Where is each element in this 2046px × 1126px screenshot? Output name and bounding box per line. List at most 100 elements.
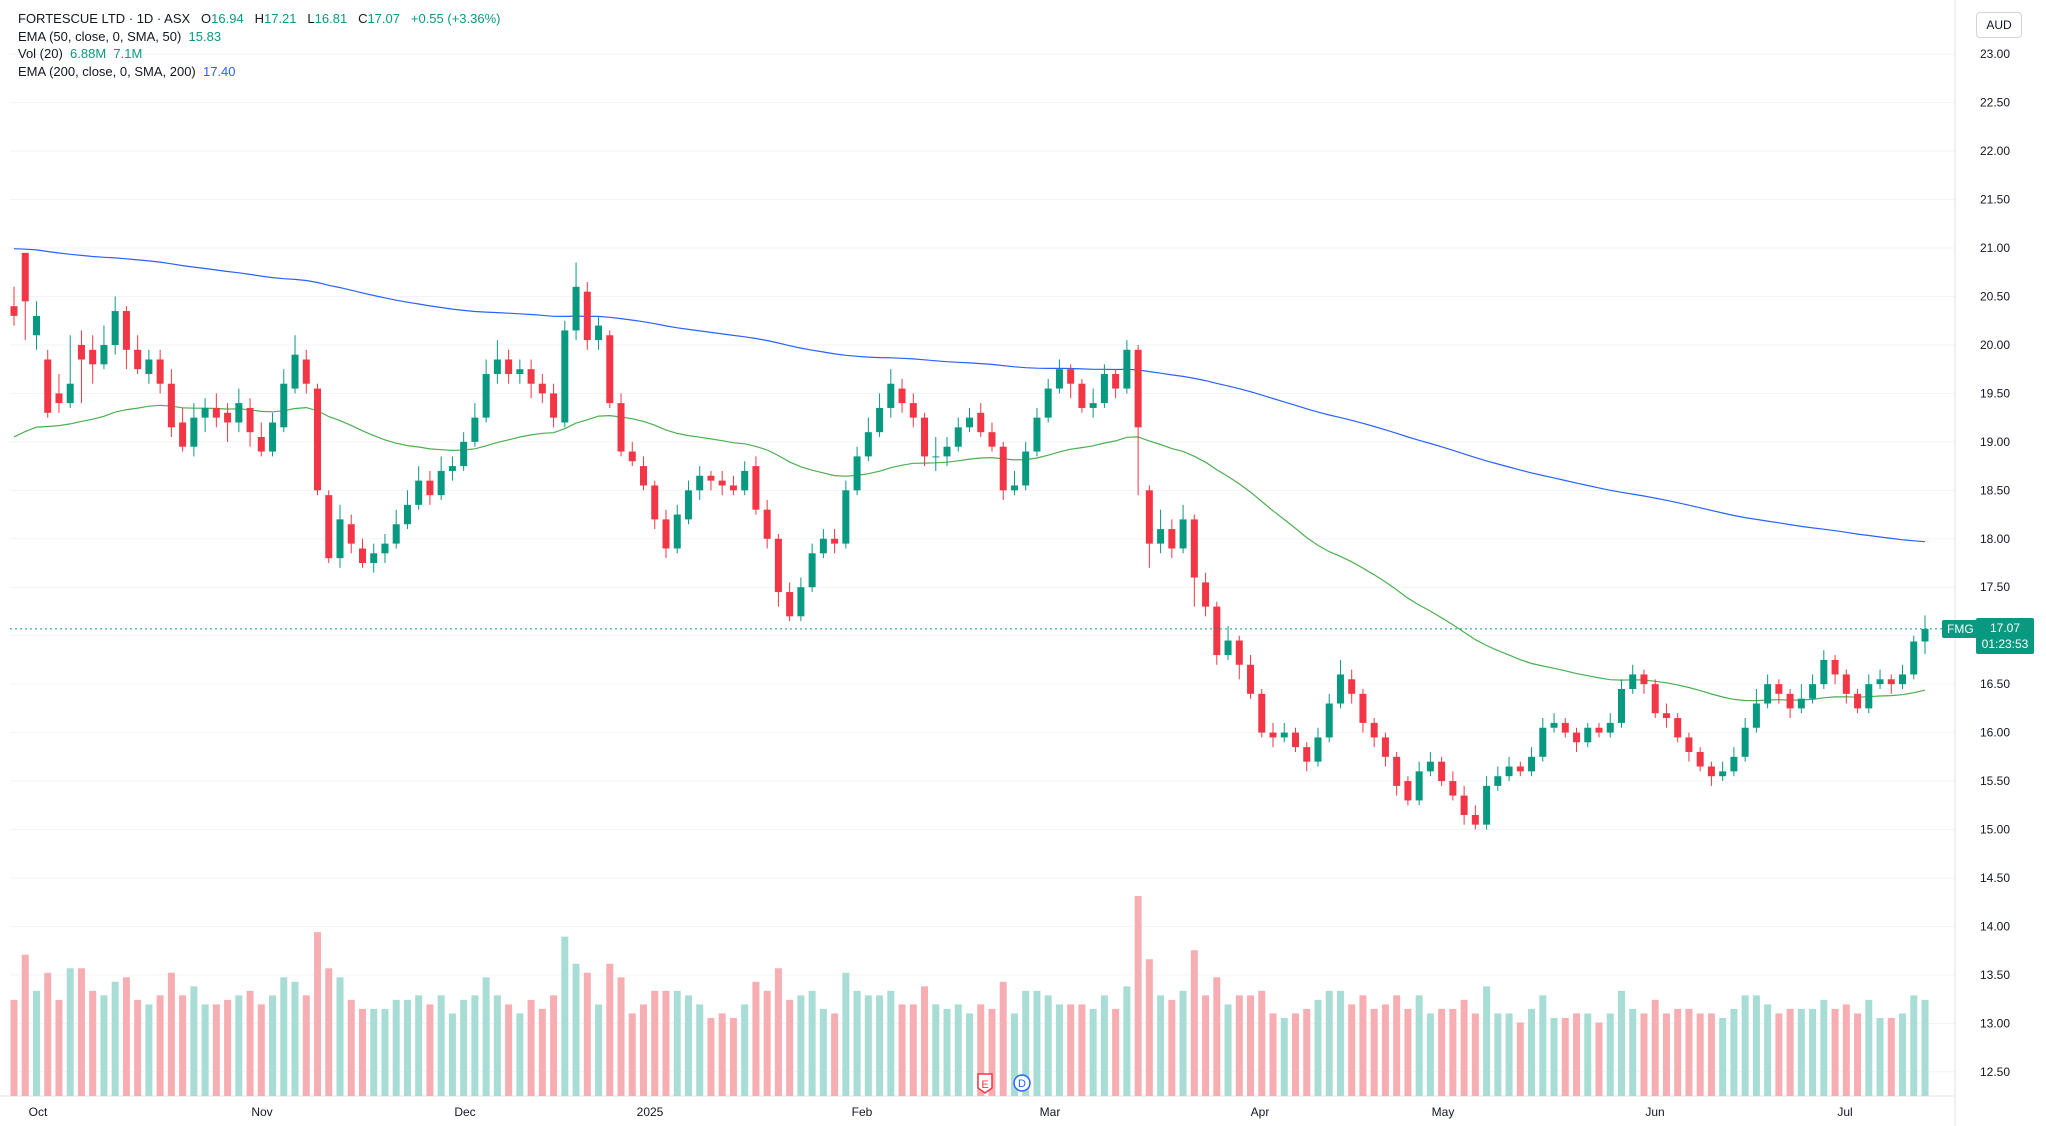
candle <box>662 509 670 559</box>
candle <box>1157 509 1165 554</box>
candle-body <box>1393 756 1401 786</box>
volume-bar <box>1573 1013 1581 1096</box>
volume-bar <box>1899 1013 1907 1096</box>
volume-bar <box>1730 1008 1738 1096</box>
candle-body <box>201 407 209 418</box>
volume-bar <box>1606 1013 1614 1096</box>
candle <box>640 456 648 491</box>
volume-bar <box>55 999 63 1096</box>
volume-bar <box>1100 995 1108 1096</box>
volume-bar <box>966 1013 973 1096</box>
volume-bar <box>100 995 108 1096</box>
candle-body <box>1168 529 1176 549</box>
candle-body <box>1381 737 1389 757</box>
candle-body <box>1887 679 1895 685</box>
candle <box>1842 669 1850 704</box>
candle <box>167 369 175 438</box>
y-tick-label: 14.00 <box>1980 919 2010 933</box>
candle <box>1044 378 1052 423</box>
candle-body <box>921 417 929 457</box>
volume-legend[interactable]: Vol (20) 6.88M 7.1M <box>18 46 143 61</box>
candle <box>336 504 344 568</box>
x-tick-label: Nov <box>251 1105 272 1119</box>
candle <box>1887 674 1895 694</box>
currency-selector[interactable]: AUD <box>1976 12 2022 38</box>
candle <box>1269 722 1277 748</box>
candle <box>707 470 715 491</box>
volume-bar <box>572 963 580 1096</box>
volume-bar <box>358 1008 366 1096</box>
volume-bar <box>988 1008 996 1096</box>
volume-bar <box>808 990 816 1096</box>
volume-bar <box>1797 1008 1805 1096</box>
earnings-marker[interactable]: E <box>977 1073 993 1094</box>
volume-bar <box>977 1004 985 1096</box>
candle-body <box>1325 703 1333 738</box>
ema50-line <box>13 404 1926 702</box>
volume-bar <box>1460 999 1468 1096</box>
candle-body <box>527 369 535 384</box>
symbol-title[interactable]: FORTESCUE LTD · 1D · ASX <box>18 11 191 26</box>
candle-body <box>1876 679 1884 685</box>
grid <box>0 0 1956 1126</box>
volume-bar <box>145 1004 153 1096</box>
dividend-marker[interactable]: D <box>1013 1074 1031 1092</box>
candle-body <box>887 383 895 408</box>
candle-body <box>1010 485 1018 491</box>
candle-body <box>1640 674 1648 685</box>
candle-body <box>1662 713 1670 719</box>
volume-bar <box>617 977 625 1096</box>
volume-bar <box>392 999 400 1096</box>
volume-bar <box>1033 990 1041 1096</box>
candle <box>1685 732 1693 762</box>
candle-body <box>1584 727 1592 743</box>
candle-body <box>1033 417 1041 452</box>
change-value: +0.55 (+3.36%) <box>410 11 501 26</box>
candle <box>280 369 288 433</box>
candle-body <box>1055 369 1063 389</box>
volume-bar <box>898 1004 906 1096</box>
candle <box>572 262 580 341</box>
candle <box>403 490 411 530</box>
candle <box>887 369 895 418</box>
candle <box>448 456 456 481</box>
candle <box>1674 713 1682 743</box>
candle-body <box>786 592 794 617</box>
candle-body <box>21 252 29 302</box>
candle-body <box>134 349 142 370</box>
volume-bar <box>1617 990 1625 1096</box>
volume-bar <box>426 1004 434 1096</box>
candle <box>729 475 737 496</box>
y-tick-label: 17.50 <box>1980 580 2010 594</box>
volume-bar <box>1674 1008 1682 1096</box>
volume-bar <box>1381 1004 1389 1096</box>
volume-bar <box>1809 1008 1817 1096</box>
volume-bar <box>179 995 187 1096</box>
candle <box>66 335 74 408</box>
candle <box>1584 722 1592 748</box>
candle <box>1348 669 1356 704</box>
volume-bar <box>1359 995 1367 1096</box>
time-axis: Oct Nov Dec 2025 Feb Mar Apr May Jun Jul <box>29 1105 1853 1119</box>
candle-body <box>212 407 220 418</box>
volume-bar <box>1528 1008 1536 1096</box>
x-tick-label: 2025 <box>637 1105 664 1119</box>
ema50-legend[interactable]: EMA (50, close, 0, SMA, 50) 15.83 <box>18 28 222 44</box>
volume-bar <box>302 995 310 1096</box>
ema200-legend[interactable]: EMA (200, close, 0, SMA, 200) 17.40 <box>18 63 236 79</box>
volume-bar <box>1483 986 1491 1096</box>
candle-body <box>336 519 344 559</box>
candle-body <box>797 587 805 617</box>
candle <box>1067 364 1075 399</box>
volume-bar <box>1685 1008 1693 1096</box>
volume-bar <box>1741 995 1749 1096</box>
candle-body <box>235 403 243 423</box>
volume-bar <box>190 986 198 1096</box>
volume-bar <box>1707 1013 1715 1096</box>
candle <box>77 330 85 404</box>
candle-body <box>1291 732 1299 748</box>
candle <box>493 340 501 384</box>
candle-body <box>1921 628 1929 642</box>
candle <box>1460 785 1468 825</box>
